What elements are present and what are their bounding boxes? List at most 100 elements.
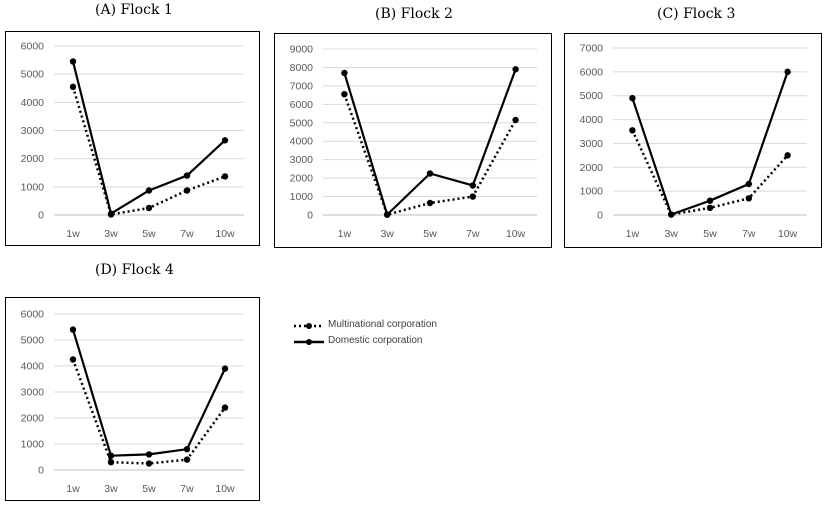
- chart-d-panel: 0 1000 2000 3000 4000 5000 6000 1w 3w 5w 7w 10w: [5, 297, 260, 501]
- data-point-multinational: [69, 356, 77, 363]
- data-point-domestic: [221, 365, 229, 372]
- y-tick-label: 0: [38, 465, 44, 477]
- x-tick-label: 3w: [104, 228, 118, 240]
- chart-c-svg: 0 1000 2000 3000 4000 5000 6000 7000 1w 3w 5w 7w 10w: [580, 43, 807, 240]
- legend-sample-dotted: [294, 323, 324, 329]
- y-tick-label: 4000: [580, 114, 604, 126]
- y-tick-label: 4000: [290, 136, 314, 148]
- data-point-domestic: [629, 94, 636, 102]
- x-tick-label: 7w: [180, 483, 194, 495]
- x-tick-label: 1w: [626, 228, 640, 240]
- y-tick-label: 6000: [290, 99, 314, 111]
- data-point-domestic: [183, 446, 191, 453]
- series-line-domestic: [343, 68, 517, 216]
- x-tick-label: 1w: [66, 483, 80, 495]
- data-point-domestic: [512, 66, 519, 73]
- data-point-multinational: [745, 195, 752, 202]
- y-tick-label: 2000: [580, 162, 604, 174]
- data-point-multinational: [512, 116, 519, 124]
- y-tick-label: 2000: [21, 413, 45, 425]
- x-tick-label: 5w: [142, 483, 156, 495]
- y-tick-label: 7000: [290, 80, 314, 92]
- data-point-multinational: [426, 199, 434, 207]
- data-point-multinational: [784, 152, 791, 159]
- x-tick-label: 1w: [338, 228, 352, 240]
- y-tick-label: 1000: [580, 186, 604, 198]
- series-line-domestic: [71, 329, 226, 457]
- x-tick-label: 7w: [180, 228, 194, 240]
- x-tick-label: 10w: [778, 228, 798, 240]
- x-tick-label: 5w: [142, 228, 156, 240]
- data-point-domestic: [784, 68, 791, 76]
- data-point-domestic: [69, 58, 77, 65]
- chart-c-title: (C) Flock 3: [657, 6, 736, 22]
- series-line-multinational: [343, 93, 517, 216]
- data-point-domestic: [426, 170, 434, 177]
- data-point-multinational: [341, 90, 348, 98]
- data-point-multinational: [706, 204, 714, 212]
- data-point-multinational: [183, 187, 191, 194]
- y-tick-label: 3000: [290, 154, 314, 166]
- chart-a-svg: 0 1000 2000 3000 4000 5000 6000 1w 3w 5w 7w 10w: [21, 41, 244, 240]
- legend-sample-solid: [294, 339, 324, 345]
- data-point-domestic: [384, 211, 391, 218]
- x-tick-label: 3w: [380, 228, 394, 240]
- y-tick-label: 4000: [21, 361, 45, 373]
- data-point-domestic: [69, 326, 77, 333]
- data-point-multinational: [469, 193, 476, 200]
- y-tick-label: 5000: [580, 90, 604, 102]
- x-tick-label: 3w: [664, 228, 678, 240]
- y-tick-label: 4000: [21, 97, 45, 109]
- series-line-multinational: [631, 129, 789, 216]
- data-point-domestic: [183, 172, 191, 179]
- x-tick-label: 5w: [703, 228, 717, 240]
- data-point-multinational: [145, 204, 153, 212]
- y-tick-label: 8000: [290, 62, 314, 74]
- series-line-multinational: [71, 359, 227, 465]
- data-point-multinational: [145, 460, 153, 467]
- y-tick-label: 0: [597, 210, 603, 222]
- y-tick-label: 3000: [580, 138, 604, 150]
- data-point-domestic: [668, 211, 675, 218]
- data-point-domestic: [469, 182, 476, 189]
- chart-a-title: (A) Flock 1: [95, 2, 173, 18]
- y-tick-label: 6000: [21, 41, 45, 53]
- y-tick-label: 5000: [21, 69, 45, 81]
- x-tick-label: 10w: [506, 228, 526, 240]
- data-point-multinational: [183, 456, 191, 463]
- chart-b-title: (B) Flock 2: [375, 6, 453, 22]
- data-point-domestic: [107, 452, 115, 459]
- y-tick-label: 9000: [290, 44, 314, 56]
- data-point-domestic: [341, 69, 348, 77]
- x-tick-label: 7w: [466, 228, 480, 240]
- x-tick-label: 10w: [215, 228, 235, 240]
- y-tick-label: 5000: [21, 335, 45, 347]
- data-point-domestic: [221, 137, 229, 144]
- y-tick-label: 2000: [290, 173, 314, 185]
- chart-b-panel: 0 1000 2000 3000 4000 5000 6000 7000 8000 9000 1w 3…: [274, 33, 552, 248]
- y-tick-label: 5000: [290, 117, 314, 129]
- y-tick-label: 3000: [21, 125, 45, 137]
- data-point-multinational: [629, 127, 636, 134]
- legend-label-domestic: Domestic corporation: [328, 335, 423, 346]
- x-tick-label: 10w: [215, 483, 235, 495]
- x-tick-label: 7w: [742, 228, 756, 240]
- data-point-domestic: [745, 180, 752, 188]
- data-point-multinational: [107, 459, 115, 466]
- chart-a-panel: 0 1000 2000 3000 4000 5000 6000 1w 3w 5w 7w 10w: [5, 31, 260, 246]
- y-tick-label: 6000: [21, 309, 45, 321]
- y-tick-label: 6000: [580, 66, 604, 78]
- y-tick-label: 1000: [21, 181, 45, 193]
- data-point-domestic: [145, 187, 153, 194]
- data-point-multinational: [69, 83, 77, 91]
- x-tick-label: 5w: [423, 228, 437, 240]
- chart-c-panel: 0 1000 2000 3000 4000 5000 6000 7000 1w 3w 5w 7w 10w: [564, 33, 822, 248]
- y-tick-label: 1000: [290, 191, 314, 203]
- data-point-domestic: [107, 210, 115, 217]
- chart-d-svg: 0 1000 2000 3000 4000 5000 6000 1w 3w 5w 7w 10w: [21, 309, 244, 495]
- y-tick-label: 2000: [21, 153, 45, 165]
- y-tick-label: 3000: [21, 387, 45, 399]
- legend-label-multinational: Multinational corporation: [328, 319, 437, 330]
- x-tick-label: 1w: [66, 228, 80, 240]
- data-point-multinational: [221, 404, 229, 411]
